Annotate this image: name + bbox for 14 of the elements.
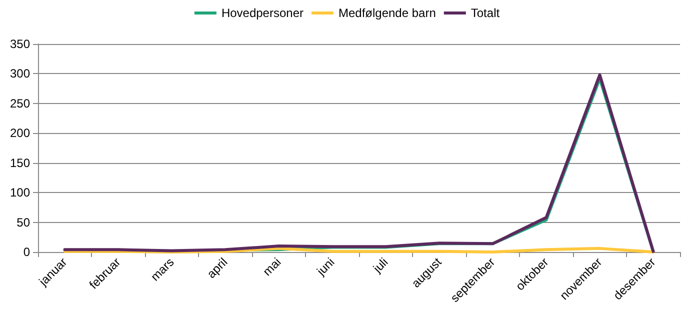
y-tick-label: 100 bbox=[10, 186, 30, 200]
legend-label: Hovedpersoner bbox=[221, 6, 304, 20]
line-series bbox=[63, 73, 655, 253]
y-tick-label: 0 bbox=[23, 245, 30, 259]
y-tick-label: 350 bbox=[10, 37, 30, 51]
y-tick-label: 300 bbox=[10, 66, 30, 81]
legend-label: Medfølgende barn bbox=[338, 6, 436, 20]
y-tick-label: 50 bbox=[16, 215, 30, 230]
x-tick-label: juli bbox=[370, 255, 391, 276]
y-tick-label: 250 bbox=[10, 96, 30, 110]
legend-label: Totalt bbox=[470, 6, 500, 20]
x-tick-label: mai bbox=[260, 255, 284, 279]
y-tick-label: 200 bbox=[10, 126, 30, 140]
y-tick-label: 150 bbox=[10, 156, 30, 170]
